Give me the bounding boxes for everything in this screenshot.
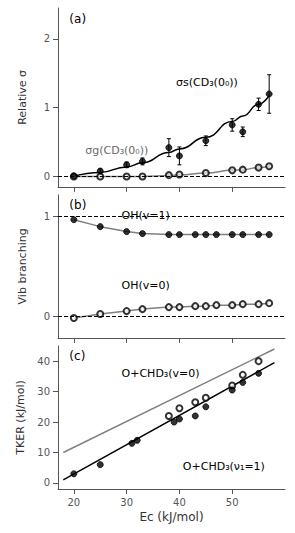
svg-text:(b): (b) — [69, 198, 86, 212]
svg-text:50: 50 — [226, 497, 239, 508]
svg-text:30: 30 — [37, 386, 50, 397]
svg-text:1: 1 — [44, 102, 50, 113]
svg-text:Vib branching: Vib branching — [16, 228, 29, 304]
svg-text:20: 20 — [67, 497, 80, 508]
svg-text:σg(CD₃(0₀)): σg(CD₃(0₀)) — [85, 144, 148, 157]
svg-text:30: 30 — [120, 497, 133, 508]
svg-text:10: 10 — [37, 447, 50, 458]
svg-text:0: 0 — [44, 311, 50, 322]
svg-text:(a): (a) — [69, 12, 86, 26]
svg-text:40: 40 — [173, 497, 186, 508]
svg-text:σs(CD₃(0₀)): σs(CD₃(0₀)) — [176, 76, 238, 89]
svg-text:0: 0 — [44, 477, 50, 488]
svg-text:1: 1 — [44, 211, 50, 222]
svg-text:TKER (kJ/mol): TKER (kJ/mol) — [14, 380, 27, 455]
svg-text:(c): (c) — [69, 349, 85, 363]
svg-text:O+CHD₃(ν₁=1): O+CHD₃(ν₁=1) — [183, 460, 265, 473]
svg-text:Ec (kJ/mol): Ec (kJ/mol) — [139, 510, 203, 524]
svg-text:Relative σ: Relative σ — [16, 70, 29, 125]
svg-text:OH(v=1): OH(v=1) — [122, 209, 170, 222]
svg-text:0: 0 — [44, 171, 50, 182]
svg-text:O+CHD₃(v=0): O+CHD₃(v=0) — [122, 367, 200, 380]
svg-text:20: 20 — [37, 417, 50, 428]
svg-text:40: 40 — [37, 356, 50, 367]
svg-text:OH(v=0): OH(v=0) — [122, 279, 170, 292]
svg-text:2: 2 — [44, 33, 50, 44]
